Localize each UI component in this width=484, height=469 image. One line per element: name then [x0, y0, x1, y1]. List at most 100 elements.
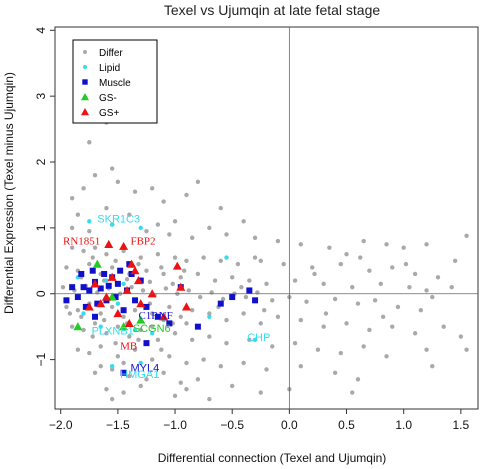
data-point	[218, 363, 223, 369]
data-point	[298, 317, 303, 323]
data-point	[355, 301, 361, 306]
data-point	[207, 314, 212, 319]
data-point	[327, 245, 332, 250]
data-point	[121, 281, 126, 287]
data-point	[155, 337, 161, 343]
data-point	[258, 321, 263, 326]
data-point	[229, 294, 236, 301]
data-point	[298, 363, 303, 369]
data-point	[115, 179, 121, 184]
x-tick-label: −1.0	[163, 418, 187, 432]
data-point	[241, 219, 246, 224]
data-point	[262, 308, 267, 313]
data-point	[81, 311, 86, 316]
data-point	[89, 267, 96, 274]
x-axis-label: Differential connection (Texel and Ujumq…	[158, 451, 387, 465]
legend-marker	[83, 50, 87, 54]
data-point	[378, 281, 384, 287]
data-point	[338, 350, 344, 356]
data-point	[138, 327, 143, 333]
point-annotation: SCGN6	[133, 323, 171, 335]
data-point	[412, 331, 418, 336]
data-point	[92, 370, 98, 375]
data-point	[73, 322, 83, 331]
data-point	[252, 255, 258, 260]
y-tick-label: −1	[34, 352, 48, 366]
data-point	[113, 340, 118, 346]
plot-frame	[54, 26, 479, 410]
data-point	[172, 255, 178, 260]
data-point	[132, 327, 138, 333]
data-point	[140, 288, 146, 293]
data-point	[243, 294, 249, 300]
data-point	[124, 318, 134, 327]
data-point	[109, 265, 115, 270]
data-point	[458, 334, 464, 339]
data-point	[161, 271, 166, 277]
data-point	[121, 390, 126, 395]
data-point	[90, 255, 95, 260]
data-point	[355, 377, 361, 382]
legend-label: Differ	[99, 48, 123, 59]
series-gsminus	[73, 259, 146, 331]
data-point	[79, 314, 84, 319]
data-point	[104, 387, 109, 392]
data-point	[372, 298, 378, 303]
data-point	[344, 321, 349, 326]
data-point	[315, 347, 321, 352]
data-point	[144, 268, 149, 273]
data-point	[167, 354, 172, 359]
data-point	[207, 311, 212, 316]
data-point	[132, 189, 138, 194]
data-point	[235, 261, 241, 267]
point-annotation: RN1851	[63, 235, 100, 247]
point-annotation: MYL4	[130, 362, 159, 374]
data-point	[167, 304, 172, 310]
y-tick-label: 4	[34, 27, 48, 34]
data-point	[252, 235, 258, 240]
data-point	[133, 276, 143, 285]
data-point	[430, 363, 435, 369]
data-point	[220, 296, 226, 302]
data-point	[247, 337, 252, 343]
data-point	[86, 287, 93, 294]
data-point	[189, 337, 195, 343]
y-tick-label: 2	[34, 158, 48, 165]
y-axis: −1 0 1 2 3 4	[34, 27, 55, 366]
data-point	[67, 311, 73, 316]
data-point	[212, 278, 218, 283]
data-point	[218, 205, 223, 211]
data-point	[127, 212, 132, 217]
data-point	[87, 140, 92, 145]
data-point	[94, 300, 101, 307]
data-point	[218, 258, 223, 264]
data-point	[84, 302, 94, 311]
data-point	[78, 270, 85, 277]
data-point	[132, 297, 139, 304]
point-annotation: C1RNF	[138, 310, 172, 322]
data-point	[90, 334, 95, 339]
data-point	[119, 241, 129, 250]
x-tick-label: 0.5	[338, 418, 355, 432]
data-point	[167, 232, 172, 237]
data-point	[143, 303, 150, 310]
data-point	[161, 199, 166, 204]
data-point	[361, 344, 366, 349]
point-annotation: CHP	[247, 332, 270, 344]
data-point	[172, 261, 182, 270]
data-point	[367, 268, 372, 273]
y-axis-label: Differential Expression (Texel minus Uju…	[2, 72, 16, 314]
data-point	[101, 292, 111, 301]
data-point	[159, 347, 164, 352]
data-point	[452, 258, 458, 264]
data-point	[138, 383, 143, 389]
data-point	[64, 265, 69, 270]
x-tick-label: 0.0	[281, 418, 298, 432]
data-point	[69, 225, 75, 231]
data-point	[104, 331, 109, 336]
data-point	[136, 261, 141, 267]
data-point	[144, 377, 149, 382]
legend-label: Muscle	[99, 78, 131, 89]
data-point	[338, 261, 344, 267]
